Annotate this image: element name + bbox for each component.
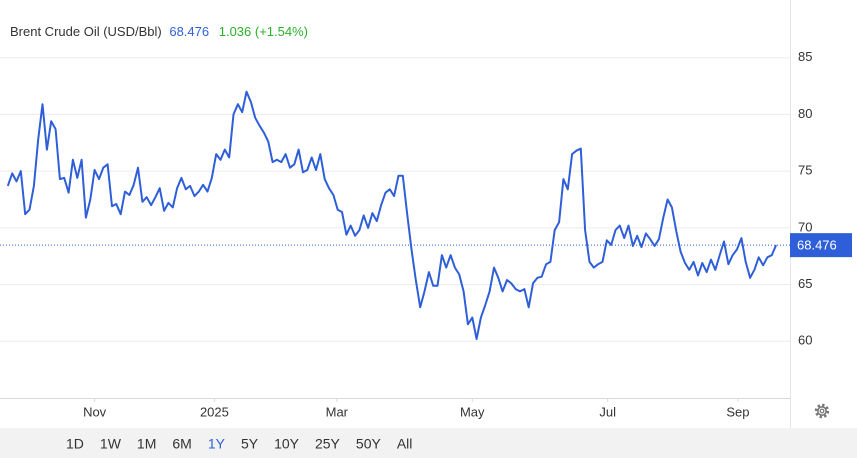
price-line — [6, 90, 778, 340]
range-button[interactable]: 10Y — [274, 436, 300, 452]
range-button[interactable]: 50Y — [356, 436, 382, 452]
range-button[interactable]: All — [397, 436, 413, 452]
range-button[interactable]: 1M — [137, 436, 156, 452]
last-price-box — [790, 233, 852, 258]
y-tick-label: 85 — [798, 49, 812, 64]
last-price: 68.476 — [169, 24, 209, 39]
x-tick-label: 2025 — [200, 404, 229, 419]
range-button[interactable]: 1Y — [208, 436, 226, 452]
x-tick-label: Jul — [599, 404, 616, 419]
range-button[interactable]: 25Y — [315, 436, 341, 452]
x-tick-label: Nov — [83, 404, 107, 419]
last-price-label: 68.476 — [797, 238, 837, 253]
y-tick-label: 75 — [798, 163, 812, 178]
price-change: 1.036 (+1.54%) — [219, 24, 308, 39]
x-tick-label: Sep — [726, 404, 749, 419]
chart-header: Brent Crude Oil (USD/Bbl) 68.476 1.036 (… — [10, 24, 308, 39]
y-tick-label: 70 — [798, 219, 812, 234]
y-tick-label: 60 — [798, 333, 812, 348]
x-tick-label: May — [460, 404, 485, 419]
y-tick-label: 80 — [798, 106, 812, 121]
range-button[interactable]: 6M — [172, 436, 191, 452]
range-bar — [0, 428, 857, 458]
chart-title: Brent Crude Oil (USD/Bbl) — [10, 24, 162, 39]
y-tick-label: 65 — [798, 276, 812, 291]
x-tick-label: Mar — [326, 404, 349, 419]
range-button[interactable]: 5Y — [241, 436, 259, 452]
settings-icon[interactable] — [814, 403, 830, 419]
range-button[interactable]: 1W — [100, 436, 122, 452]
range-button[interactable]: 1D — [66, 436, 84, 452]
